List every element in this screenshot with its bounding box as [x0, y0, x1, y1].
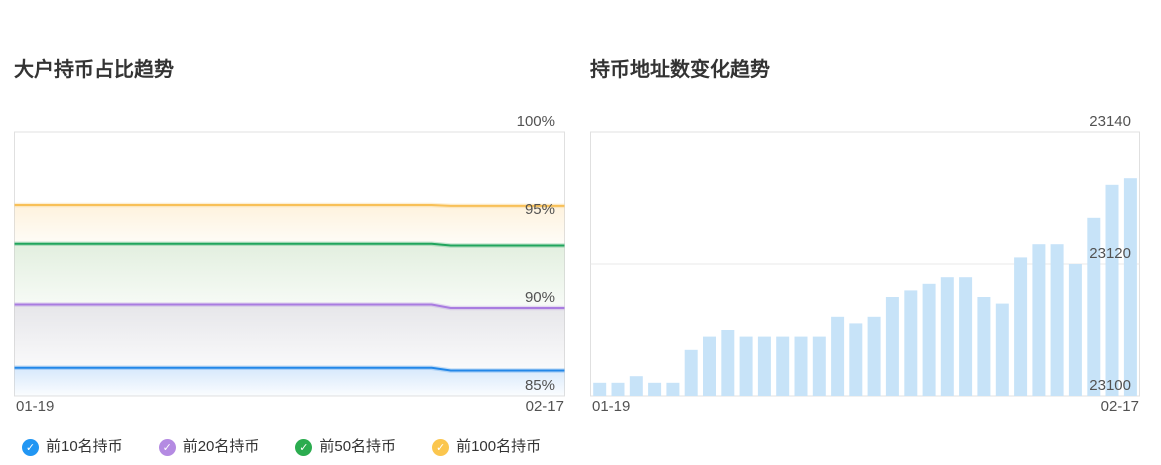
legend-check-icon: ✓	[295, 438, 313, 456]
bar-02-07[interactable]	[940, 277, 954, 396]
left-x-axis-label-last: 02-17	[526, 398, 564, 415]
whale-holdings-area-chart: 100% 95% 90% 85% 01-19 02-17	[14, 113, 565, 415]
bar-01-29[interactable]	[776, 336, 790, 396]
area-band-前100名持币	[14, 205, 565, 246]
bar-01-26[interactable]	[721, 330, 735, 396]
area-band-前10名持币	[14, 367, 565, 396]
left-chart-title: 大户持币占比趋势	[14, 59, 174, 81]
left-chart-legend: ✓ 前10名持币 ✓ 前20名持币 ✓ 前50名持币 ✓ 前100名持币	[14, 437, 565, 457]
legend-check-icon: ✓	[22, 438, 39, 456]
bar-01-27[interactable]	[739, 336, 753, 396]
bar-01-22[interactable]	[648, 382, 662, 396]
bar-01-21[interactable]	[629, 376, 643, 396]
bar-02-16[interactable]	[1105, 184, 1119, 396]
right-y-axis-label: 23140	[1089, 113, 1131, 130]
right-y-axis-label: 23100	[1089, 377, 1131, 394]
bar-02-12[interactable]	[1032, 244, 1046, 396]
series-line-前50名持币	[14, 242, 565, 247]
legend-item-前20名持币[interactable]: ✓ 前20名持币	[158, 437, 260, 457]
bar-02-11[interactable]	[1014, 257, 1028, 396]
bar-02-04[interactable]	[885, 297, 899, 396]
bar-02-10[interactable]	[995, 303, 1009, 396]
legend-check-icon: ✓	[158, 438, 176, 456]
series-line-前100名持币	[14, 204, 565, 207]
bar-02-08[interactable]	[959, 277, 973, 396]
bar-02-06[interactable]	[922, 283, 936, 396]
legend-label: 前10名持币	[46, 438, 123, 455]
bar-01-25[interactable]	[703, 336, 716, 396]
legend-label: 前50名持币	[319, 438, 397, 455]
right-x-axis-label-first: 01-19	[592, 398, 630, 415]
right-x-axis-label-last: 02-17	[1101, 398, 1139, 415]
address-count-bar-chart: 23140 23120 23100 01-19 02-17	[590, 113, 1140, 415]
area-band-前20名持币	[14, 304, 565, 371]
bar-02-17[interactable]	[1123, 178, 1137, 396]
left-y-axis-label: 85%	[525, 377, 555, 394]
whale-holdings-chart-section: 大户持币占比趋势 100% 95% 90% 85% 01-19 02-17 ✓ 前10名持币…	[14, 58, 565, 457]
left-y-axis-label: 90%	[525, 289, 555, 306]
series-line-前10名持币	[14, 366, 565, 372]
bar-01-28[interactable]	[757, 336, 771, 396]
bar-02-01[interactable]	[831, 316, 845, 396]
legend-item-前10名持币[interactable]: ✓ 前10名持币	[22, 437, 123, 457]
right-chart-title: 持币地址数变化趋势	[590, 59, 770, 81]
legend-item-前100名持币[interactable]: ✓ 前100名持币	[432, 437, 541, 457]
legend-label: 前100名持币	[456, 438, 542, 455]
bar-01-19[interactable]	[593, 382, 607, 396]
bar-02-15[interactable]	[1087, 217, 1101, 396]
right-y-axis-label: 23120	[1089, 245, 1131, 262]
bar-02-14[interactable]	[1068, 264, 1082, 396]
bar-02-02[interactable]	[849, 323, 863, 396]
bar-01-31[interactable]	[812, 336, 826, 396]
bar-01-30[interactable]	[794, 336, 808, 396]
bar-02-03[interactable]	[867, 316, 881, 396]
left-y-axis-label: 100%	[517, 113, 555, 130]
series-line-前20名持币	[14, 303, 565, 309]
legend-check-icon: ✓	[432, 438, 450, 456]
bar-02-13[interactable]	[1050, 244, 1064, 396]
legend-label: 前20名持币	[182, 438, 260, 455]
left-y-axis-label: 95%	[525, 201, 555, 218]
bar-02-05[interactable]	[904, 290, 918, 396]
left-x-axis-label-first: 01-19	[16, 398, 54, 415]
address-count-chart-section: 持币地址数变化趋势 23140 23120 23100 01-19 02-17	[590, 58, 1140, 457]
bar-01-20[interactable]	[611, 382, 625, 396]
bar-02-09[interactable]	[977, 297, 991, 396]
bar-01-23[interactable]	[666, 382, 680, 396]
bar-01-24[interactable]	[684, 349, 698, 396]
area-band-前50名持币	[14, 243, 565, 308]
legend-item-前50名持币[interactable]: ✓ 前50名持币	[295, 437, 396, 457]
